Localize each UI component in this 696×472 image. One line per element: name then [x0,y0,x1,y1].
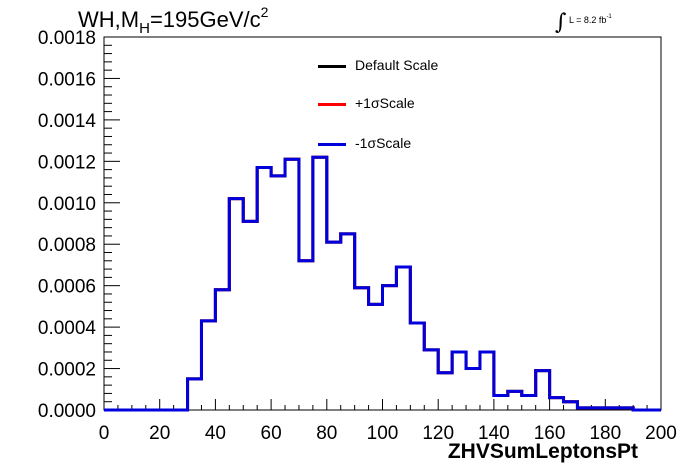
luminosity-superscript: -1 [606,14,612,20]
legend-swatch-minus1sigma [318,143,346,146]
y-tick-label: 0.0012 [38,152,96,173]
x-tick-label: 140 [478,423,510,444]
legend-swatch-plus1sigma [318,103,346,106]
legend-entry-plus1sigma: +1σScale [318,94,468,114]
x-tick-label: 40 [205,423,226,444]
y-tick-label: 0.0004 [38,318,97,339]
luminosity-text: L = 8.2 fb [568,15,607,25]
y-tick-label: 0.0006 [38,277,96,298]
axis-tick-labels: 0 20 40 60 80 100 120 140 160 180 200 0.0000 0.0002 0… [38,28,677,444]
histogram-series [104,155,661,412]
title-superscript: 2 [260,4,269,20]
legend-swatch-default [318,65,346,68]
y-tick-label: 0.0002 [38,360,96,381]
x-tick-label: 200 [645,423,677,444]
histogram-series-2 [104,155,661,412]
title-subscript: H [139,20,150,37]
y-tick-label: 0.0014 [38,111,97,132]
y-tick-label: 0.0008 [38,235,96,256]
legend-label-minus1sigma: -1σScale [355,135,412,151]
plot-frame [103,36,662,411]
x-tick-label: 0 [99,423,110,444]
legend-entry-minus1sigma: -1σScale [318,134,468,154]
title-main-text: =195GeV/c [149,7,261,32]
integral-symbol: ∫ [555,10,567,35]
legend-label-default: Default Scale [355,57,439,73]
x-tick-label: 60 [261,423,282,444]
histogram-series-1 [104,155,661,412]
y-tick-label: 0.0010 [38,194,96,215]
x-tick-label: 180 [589,423,621,444]
x-tick-label: 20 [149,423,170,444]
histogram-series-0 [104,155,661,412]
x-tick-label: 100 [367,423,399,444]
title-prefix: WH,M [78,7,140,32]
legend-entry-default: Default Scale [318,56,468,76]
x-tick-label: 120 [422,423,454,444]
y-tick-label: 0.0000 [38,401,96,422]
axis-ticks [103,36,662,411]
y-tick-label: 0.0018 [38,28,96,49]
x-tick-label: 80 [316,423,337,444]
x-tick-label: 160 [534,423,566,444]
plot-title: WH,MH=195GeV/c2 [78,4,268,37]
luminosity-label: ∫ L = 8.2 fb-1 [555,10,612,35]
y-tick-label: 0.0016 [38,69,96,90]
x-axis-label: ZHVSumLeptonsPt [447,440,638,463]
legend-label-plus1sigma: +1σScale [355,95,415,111]
